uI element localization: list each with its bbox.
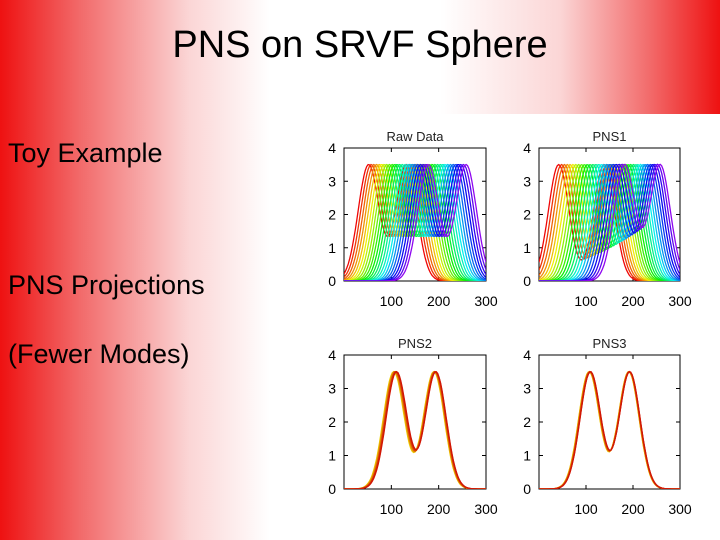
series-curve	[344, 371, 486, 489]
plot-frame	[538, 354, 681, 490]
series-curve	[539, 370, 680, 489]
chart-title: PNS2	[398, 336, 432, 351]
x-tick-label: 100	[380, 501, 404, 517]
series-curve	[539, 370, 680, 489]
series-curve	[539, 163, 680, 281]
series-curve	[344, 370, 486, 489]
figure-panel: Raw Data 0 1 2 3 4 100 200 300 PNS1 0 1 2 3 4 100 200 300…	[296, 114, 720, 540]
series-curve	[344, 370, 486, 489]
series-curve	[344, 163, 486, 281]
series-curve	[539, 370, 680, 489]
series-curve	[344, 370, 486, 489]
y-tick-label: 1	[328, 448, 336, 464]
series-curve	[539, 163, 680, 281]
y-tick-label: 4	[328, 140, 336, 156]
series-curve	[344, 370, 486, 489]
series-curve	[344, 371, 486, 489]
series-curve	[539, 163, 680, 281]
y-tick-label: 0	[523, 273, 531, 289]
series-curve	[344, 370, 486, 489]
series-curve	[344, 371, 486, 489]
y-tick-label: 2	[523, 207, 531, 223]
y-tick-label: 2	[328, 414, 336, 430]
series-curve	[344, 370, 486, 489]
series-curve	[539, 163, 680, 281]
y-tick-label: 2	[328, 207, 336, 223]
bullet-pns-projections: PNS Projections	[8, 270, 205, 300]
x-tick-label: 100	[380, 293, 404, 309]
series-curve	[344, 163, 486, 281]
x-tick-label: 300	[668, 293, 692, 309]
x-tick-label: 100	[574, 293, 598, 309]
x-tick-label: 200	[427, 293, 451, 309]
series-curve	[344, 371, 486, 489]
series-curve	[539, 370, 680, 489]
y-tick-label: 3	[328, 173, 336, 189]
y-tick-label: 3	[523, 173, 531, 189]
x-tick-label: 300	[668, 501, 692, 517]
y-tick-label: 1	[523, 448, 531, 464]
series-curve	[539, 371, 680, 489]
chart-title: PNS1	[593, 129, 627, 144]
y-tick-label: 3	[523, 381, 531, 397]
series-curve	[539, 370, 680, 489]
series-curve	[344, 163, 486, 281]
x-tick-label: 200	[621, 501, 645, 517]
y-tick-label: 1	[523, 240, 531, 256]
series-curve	[344, 370, 486, 489]
x-tick-label: 200	[427, 501, 451, 517]
series-curve	[539, 370, 680, 489]
plot-frame	[343, 354, 487, 490]
x-tick-label: 300	[474, 501, 498, 517]
series-curve	[539, 370, 680, 489]
y-tick-label: 2	[523, 414, 531, 430]
series-curve	[539, 371, 680, 489]
bullet-fewer-modes: (Fewer Modes)	[8, 339, 190, 369]
chart-title: Raw Data	[386, 129, 444, 144]
y-tick-label: 3	[328, 381, 336, 397]
y-tick-label: 0	[328, 481, 336, 497]
y-tick-label: 0	[523, 481, 531, 497]
series-curve	[539, 163, 680, 281]
series-curve	[539, 370, 680, 489]
series-curve	[539, 163, 680, 281]
y-tick-label: 4	[523, 347, 531, 363]
y-tick-label: 1	[328, 240, 336, 256]
bullet-toy-example: Toy Example	[8, 138, 163, 168]
chart-title: PNS3	[593, 336, 627, 351]
series-curve	[539, 163, 680, 281]
series-curve	[344, 163, 486, 281]
series-curve	[539, 163, 680, 281]
series-curve	[539, 370, 680, 489]
series-curve	[539, 371, 680, 489]
x-tick-label: 200	[621, 293, 645, 309]
series-curve	[344, 370, 486, 489]
y-tick-label: 4	[328, 347, 336, 363]
y-tick-label: 0	[328, 273, 336, 289]
y-tick-label: 4	[523, 140, 531, 156]
series-curve	[344, 163, 486, 281]
series-curve	[539, 164, 680, 281]
x-tick-label: 300	[474, 293, 498, 309]
slide-title: PNS on SRVF Sphere	[172, 24, 548, 66]
series-curve	[344, 163, 486, 281]
series-curve	[344, 163, 486, 281]
x-tick-label: 100	[574, 501, 598, 517]
